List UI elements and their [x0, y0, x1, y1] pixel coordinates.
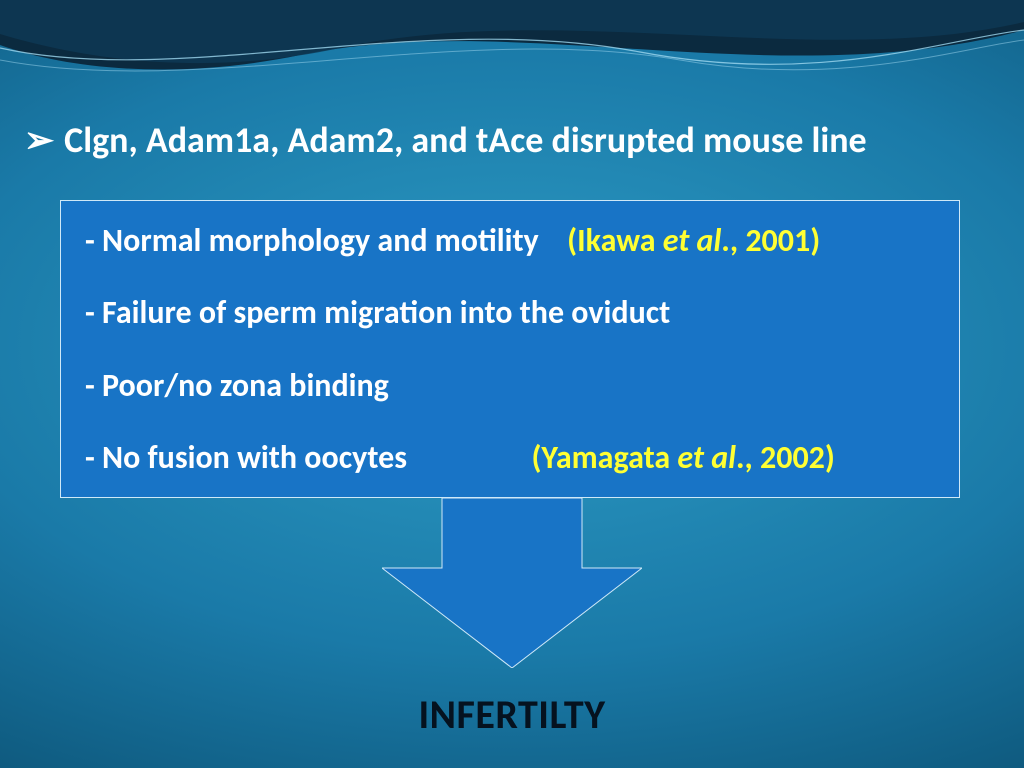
cite-prefix: (Ikawa [567, 221, 663, 260]
cite-suffix: ., 2001) [721, 221, 820, 260]
cite-em: et al [663, 221, 722, 260]
cite-prefix: (Yamagata [531, 438, 677, 477]
finding-line: - Normal morphology and motility (Ikawa … [85, 221, 941, 260]
cite-suffix: ., 2002) [736, 438, 835, 477]
citation: (Yamagata et al., 2002) [531, 438, 834, 477]
bullet-chevron-icon: ➢ [24, 119, 54, 161]
conclusion-text: INFERTILTY [0, 690, 1024, 739]
slide-title-row: ➢ Clgn, Adam1a, Adam2, and tAce disrupte… [24, 118, 1000, 162]
finding-line: - Poor/no zona binding [85, 366, 941, 405]
finding-line: - Failure of sperm migration into the ov… [85, 293, 941, 332]
cite-em: et al [677, 438, 736, 477]
finding-text: - No fusion with oocytes [85, 438, 407, 477]
down-arrow-icon [382, 498, 642, 668]
arrow-container [0, 498, 1024, 668]
arrow-shape [382, 498, 642, 668]
citation: (Ikawa et al., 2001) [567, 221, 820, 260]
finding-line: - No fusion with oocytes (Yamagata et al… [85, 438, 941, 477]
findings-box: - Normal morphology and motility (Ikawa … [60, 200, 960, 498]
wave-decoration [0, 0, 1024, 110]
slide: ➢ Clgn, Adam1a, Adam2, and tAce disrupte… [0, 0, 1024, 768]
slide-title: Clgn, Adam1a, Adam2, and tAce disrupted … [64, 118, 867, 162]
finding-text: - Failure of sperm migration into the ov… [85, 293, 670, 332]
finding-text: - Normal morphology and motility [85, 221, 539, 260]
finding-text: - Poor/no zona binding [85, 366, 389, 405]
